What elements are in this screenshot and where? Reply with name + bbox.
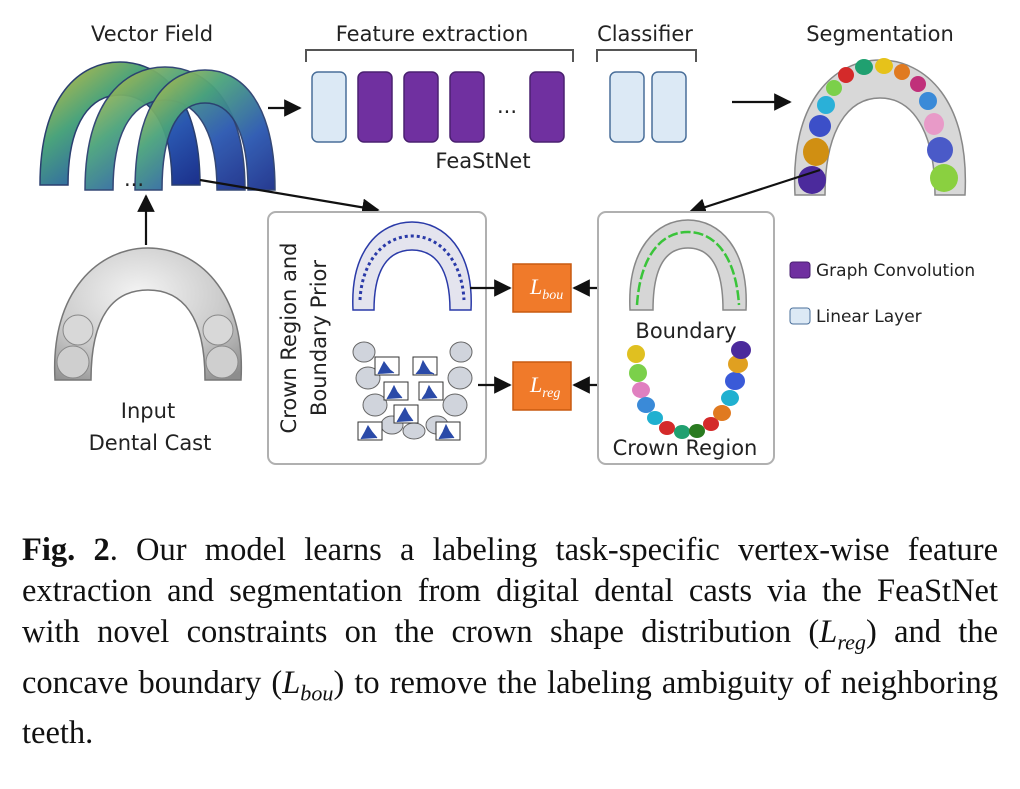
- vector-field-image: [39, 61, 276, 191]
- classifier-label: Classifier: [597, 22, 693, 46]
- caption-loss-bou: Lbou: [282, 664, 334, 706]
- arrow-segmentation-to-boundary: [688, 168, 821, 216]
- prior-panel: [267, 211, 487, 465]
- input-label-line1: Input: [121, 399, 175, 423]
- graph-conv-block: [529, 71, 565, 143]
- loss-reg-box: Lreg: [512, 361, 572, 411]
- histogram-icon: [435, 421, 461, 441]
- svg-text:Lbou: Lbou: [529, 274, 563, 303]
- feature-extraction-bracket: [305, 49, 574, 62]
- histogram-icon: [357, 421, 383, 441]
- histogram-icon: [383, 381, 409, 401]
- crown-prior-image: [352, 341, 473, 441]
- legend-swatch-graph-conv: [789, 261, 811, 279]
- legend-label-linear: Linear Layer: [816, 307, 922, 327]
- vector-field-ellipsis: ...: [124, 167, 144, 191]
- legend-label-graph-conv: Graph Convolution: [816, 261, 975, 281]
- classifier-linear-block: [651, 71, 687, 143]
- graph-conv-block: [449, 71, 485, 143]
- input-label-line2: Dental Cast: [89, 431, 212, 455]
- feastnet-layers: [311, 71, 565, 143]
- histogram-icon: [374, 356, 400, 376]
- legend-swatch-linear: [789, 307, 811, 325]
- loss-bou-box: Lbou: [512, 263, 572, 313]
- feature-extraction-label: Feature extraction: [336, 22, 529, 46]
- graph-conv-block: [403, 71, 439, 143]
- svg-text:Lreg: Lreg: [529, 372, 560, 401]
- caption-loss-reg: Lreg: [819, 614, 866, 655]
- classifier-bracket: [596, 49, 697, 62]
- vector-field-label: Vector Field: [91, 22, 213, 46]
- figure-caption: Fig. 2. Our model learns a labeling task…: [22, 530, 998, 754]
- prior-label-line2: Boundary Prior: [307, 260, 331, 416]
- segmentation-label: Segmentation: [806, 22, 954, 46]
- boundary-label: Boundary: [635, 319, 736, 343]
- boundary-prior-image: [352, 221, 472, 311]
- histogram-icon: [393, 404, 419, 424]
- graph-conv-block: [357, 71, 393, 143]
- crown-region-label: Crown Region: [613, 436, 758, 460]
- crown-region-image: [627, 341, 751, 439]
- loss-bou-subscript: bou: [542, 288, 563, 303]
- linear-layer-block: [311, 71, 347, 143]
- histogram-icon: [418, 381, 444, 401]
- pipeline-diagram: Vector Field Feature extraction Classifi…: [39, 22, 975, 465]
- arrow-vf-to-prior: [199, 178, 380, 217]
- loss-reg-subscript: reg: [542, 386, 560, 401]
- caption-text-part2: ) and the concave boundary (: [22, 614, 999, 701]
- classifier-linear-block: [609, 71, 645, 143]
- input-dental-cast-image: [53, 247, 243, 381]
- prior-label-line1: Crown Region and: [277, 243, 301, 434]
- feature-ellipsis: ...: [497, 94, 517, 118]
- caption-text-part3: ) to remove the labeling ambiguity of ne…: [22, 664, 998, 752]
- histogram-icon: [412, 356, 438, 376]
- loss-bou-symbol: L: [529, 274, 542, 299]
- legend: Graph Convolution Linear Layer: [789, 261, 975, 327]
- caption-text-part1: . Our model learns a labeling task-speci…: [22, 532, 998, 650]
- feastnet-label: FeaStNet: [435, 149, 530, 173]
- loss-reg-symbol: L: [529, 372, 542, 397]
- segmentation-image: [793, 58, 967, 196]
- figure-number: Fig. 2: [22, 532, 110, 568]
- boundary-image: [629, 219, 747, 311]
